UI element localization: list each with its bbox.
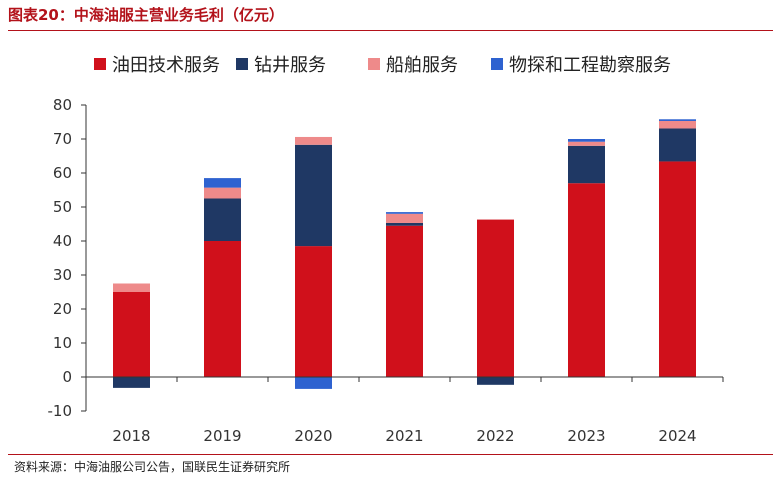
y-tick-label: -10	[48, 402, 73, 420]
bar-segment	[386, 213, 423, 223]
bar-segment	[568, 141, 605, 146]
legend-swatch	[236, 58, 248, 70]
y-tick-label: 60	[53, 164, 72, 182]
x-tick-label: 2018	[112, 427, 150, 445]
legend-swatch	[94, 58, 106, 70]
legend-swatch	[368, 58, 380, 70]
bar-segment	[386, 222, 423, 226]
bar-segment	[386, 212, 423, 214]
bar-segment	[386, 225, 423, 377]
y-tick-label: 40	[53, 232, 72, 250]
figure-title: 图表20：中海油服主营业务毛利（亿元）	[8, 6, 284, 24]
legend-label: 船舶服务	[386, 55, 458, 76]
bottom-rule	[8, 454, 773, 455]
source-note: 资料来源：中海油服公司公告，国联民生证券研究所	[14, 460, 291, 474]
bar-segment	[659, 119, 696, 121]
bar-segment	[568, 145, 605, 184]
bar-segment	[659, 120, 696, 129]
bar-segment	[295, 377, 332, 389]
bar-segment	[204, 241, 241, 377]
x-tick-label: 2021	[385, 427, 423, 445]
bar-segment	[568, 139, 605, 142]
bar-segment	[295, 144, 332, 247]
bar-segment	[295, 136, 332, 145]
x-tick-label: 2024	[658, 427, 696, 445]
bar-segment	[659, 128, 696, 162]
x-tick-label: 2023	[567, 427, 605, 445]
top-rule	[8, 30, 773, 31]
y-tick-label: 70	[53, 130, 72, 148]
y-tick-label: 0	[62, 368, 72, 386]
y-tick-label: 20	[53, 300, 72, 318]
stacked-bar-chart: 油田技术服务 钻井服务 船舶服务 物探和工程勘察服务 -10 0 10 20 30 40 50 60…	[48, 55, 724, 445]
bar-segment	[113, 283, 150, 292]
figure-header: 图表20：中海油服主营业务毛利（亿元）	[8, 4, 769, 30]
bar-segment	[477, 219, 514, 377]
y-tick-label: 50	[53, 198, 72, 216]
bar-segment	[477, 377, 514, 385]
legend-swatch	[491, 58, 503, 70]
y-tick-label: 30	[53, 266, 72, 284]
x-tick-label: 2020	[294, 427, 332, 445]
x-tick-label: 2019	[203, 427, 241, 445]
y-tick-label: 80	[53, 96, 72, 114]
y-tick-label: 10	[53, 334, 72, 352]
legend-label: 油田技术服务	[112, 55, 220, 76]
legend-label: 钻井服务	[254, 55, 326, 76]
bars	[113, 119, 696, 389]
legend: 油田技术服务 钻井服务 船舶服务 物探和工程勘察服务	[94, 55, 671, 76]
legend-label: 物探和工程勘察服务	[509, 55, 671, 76]
x-tick-label: 2022	[476, 427, 514, 445]
bar-segment	[204, 187, 241, 199]
bar-segment	[568, 183, 605, 377]
bar-segment	[659, 161, 696, 377]
bar-segment	[295, 246, 332, 377]
bar-segment	[204, 198, 241, 241]
bar-segment	[204, 178, 241, 188]
bar-segment	[113, 292, 150, 377]
bar-segment	[113, 377, 150, 388]
axes: -10 0 10 20 30 40 50 60 70 80 2018 2019 2020 2021 2022…	[48, 96, 724, 445]
